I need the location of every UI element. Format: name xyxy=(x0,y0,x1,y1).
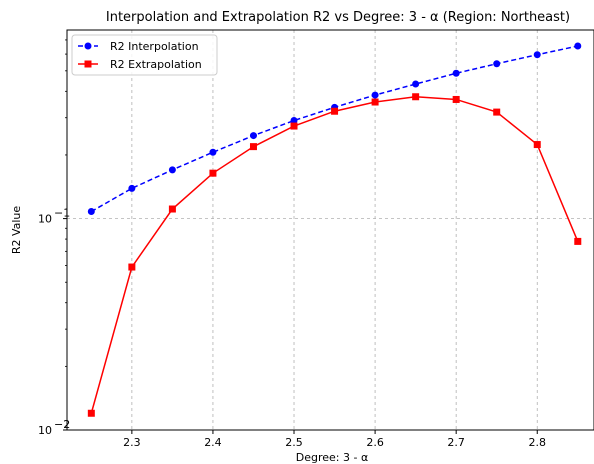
legend-marker-extrapolation xyxy=(84,60,92,68)
extrapolation-point xyxy=(371,98,379,106)
x-axis: 2.3 2.4 2.5 2.6 2.7 2.8 xyxy=(123,430,546,449)
interpolation-point xyxy=(209,148,217,156)
extrapolation-point xyxy=(87,409,95,417)
interpolation-point xyxy=(128,184,136,192)
legend-label-interpolation: R2 Interpolation xyxy=(110,40,199,53)
interpolation-point xyxy=(290,117,298,125)
x-tick-label: 2.8 xyxy=(528,436,546,449)
x-tick-label: 2.3 xyxy=(123,436,141,449)
y-tick-label: 10 xyxy=(38,213,52,226)
interpolation-point xyxy=(533,51,541,59)
interpolation-point xyxy=(412,80,420,88)
interpolation-point xyxy=(493,60,501,68)
grid xyxy=(67,30,594,431)
series-layer xyxy=(87,42,582,417)
extrapolation-point xyxy=(574,237,582,245)
extrapolation-point xyxy=(168,205,176,213)
plot-area xyxy=(66,29,594,431)
x-tick-label: 2.7 xyxy=(447,436,465,449)
extrapolation-point xyxy=(249,143,257,151)
y-tick-exponent: −2 xyxy=(54,418,70,431)
legend-box xyxy=(71,34,218,76)
y-tick-label: 10 xyxy=(38,424,52,437)
extrapolation-point xyxy=(452,95,460,103)
chart-title: Interpolation and Extrapolation R2 vs De… xyxy=(106,10,570,25)
y-axis: 10−210−1 xyxy=(38,39,70,437)
interpolation-point xyxy=(87,208,95,216)
x-axis-label: Degree: 3 - α xyxy=(296,451,368,464)
extrapolation-point xyxy=(290,122,298,130)
x-tick-label: 2.4 xyxy=(204,436,222,449)
extrapolation-point xyxy=(533,141,541,149)
extrapolation-line xyxy=(90,95,579,414)
interpolation-point xyxy=(574,42,582,50)
extrapolation-point xyxy=(128,263,136,271)
interpolation-point xyxy=(371,91,379,99)
interpolation-point xyxy=(168,166,176,174)
y-tick-exponent: −1 xyxy=(54,207,70,220)
legend: R2 Interpolation R2 Extrapolation xyxy=(71,34,218,76)
extrapolation-point xyxy=(412,93,420,101)
x-tick-label: 2.6 xyxy=(366,436,384,449)
y-axis-label: R2 Value xyxy=(10,206,23,255)
extrapolation-point xyxy=(331,107,339,115)
legend-label-extrapolation: R2 Extrapolation xyxy=(110,58,202,71)
interpolation-point xyxy=(452,69,460,77)
interpolation-point xyxy=(249,132,257,140)
extrapolation-point xyxy=(493,108,501,116)
x-tick-label: 2.5 xyxy=(285,436,303,449)
legend-marker-interpolation xyxy=(84,42,92,50)
extrapolation-point xyxy=(209,169,217,177)
